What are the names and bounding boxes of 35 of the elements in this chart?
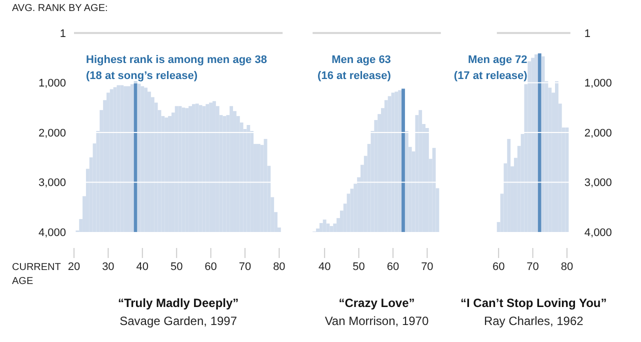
x-tick-label: 50 (352, 261, 365, 273)
y2-tick-label: 3,000 (584, 177, 612, 190)
text: “I Can’t Stop Loving You” (460, 296, 607, 310)
x-tick-label: 60 (386, 261, 400, 273)
y-tick-label: 2,000 (38, 127, 66, 140)
y-tick-label: 1 (60, 28, 66, 40)
y-tick-label: 3,000 (38, 177, 66, 190)
x-tick-label: 30 (102, 261, 114, 273)
x-tick-label: 70 (238, 261, 252, 273)
text: “Truly Madly Deeply” (118, 296, 239, 310)
x-axis-title: CURRENT AGE (12, 262, 61, 287)
x-tick-label: 20 (68, 261, 80, 273)
x-tick-label: 80 (273, 261, 286, 273)
y2-tick-label: 1 (584, 28, 591, 40)
y-tick-label: 4,000 (38, 227, 66, 239)
y2-tick-label: 2,000 (584, 127, 612, 140)
x-tick-label: 50 (170, 261, 183, 273)
y-axis-title: AVG. RANK BY AGE: (12, 3, 108, 14)
y-tick-label: 1,000 (38, 78, 66, 90)
y2-tick-label: 1,000 (584, 78, 612, 90)
x-tick-label: 70 (421, 261, 434, 273)
annotation: Men age 63 (16 at release) (318, 54, 392, 82)
x-tick-label: 40 (318, 261, 331, 273)
y2-tick-label: 4,000 (584, 227, 612, 239)
x-tick-label: 60 (204, 261, 217, 273)
x-tick-label: 60 (492, 261, 505, 273)
x-tick-label: 70 (526, 261, 539, 273)
x-tick-label: 40 (136, 261, 149, 273)
text: Savage Garden, 1997 (120, 314, 238, 328)
annotation: Men age 72 (17 at release) (454, 54, 528, 82)
annotation: Highest rank is among men age 38 (18 at song’s release) (86, 54, 267, 82)
text: “Crazy Love” (338, 296, 415, 310)
x-tick-label: 80 (560, 261, 574, 273)
text: Van Morrison, 1970 (324, 314, 429, 328)
text: Ray Charles, 1962 (484, 314, 584, 328)
